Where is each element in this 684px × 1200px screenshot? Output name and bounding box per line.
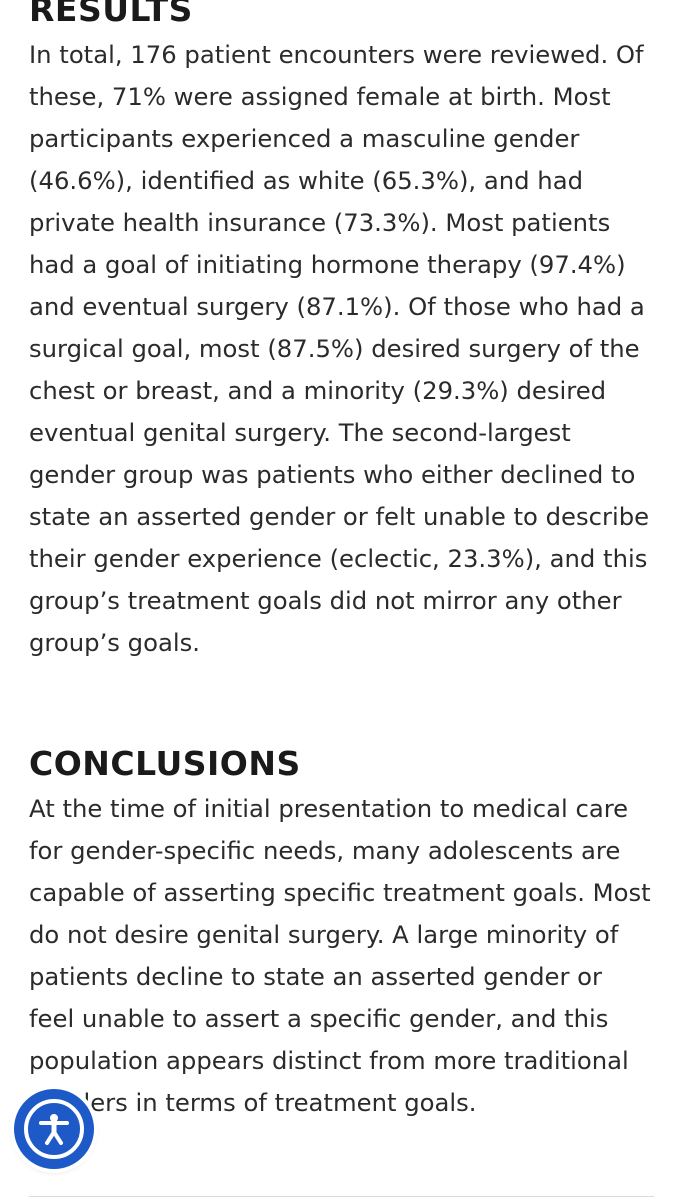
accessibility-icon xyxy=(24,1099,84,1159)
conclusions-body: At the time of initial presentation to m… xyxy=(29,794,651,1117)
results-heading: RESULTS xyxy=(29,0,193,29)
results-section: RESULTS In total, 176 patient encounters… xyxy=(29,0,654,664)
accessibility-button[interactable] xyxy=(14,1089,94,1169)
conclusions-heading: CONCLUSIONS xyxy=(29,744,301,783)
section-divider xyxy=(29,1196,654,1197)
results-body: In total, 176 patient encounters were re… xyxy=(29,40,650,657)
conclusions-section: CONCLUSIONS At the time of initial prese… xyxy=(29,740,654,1124)
accessibility-figure-icon xyxy=(39,1114,69,1145)
